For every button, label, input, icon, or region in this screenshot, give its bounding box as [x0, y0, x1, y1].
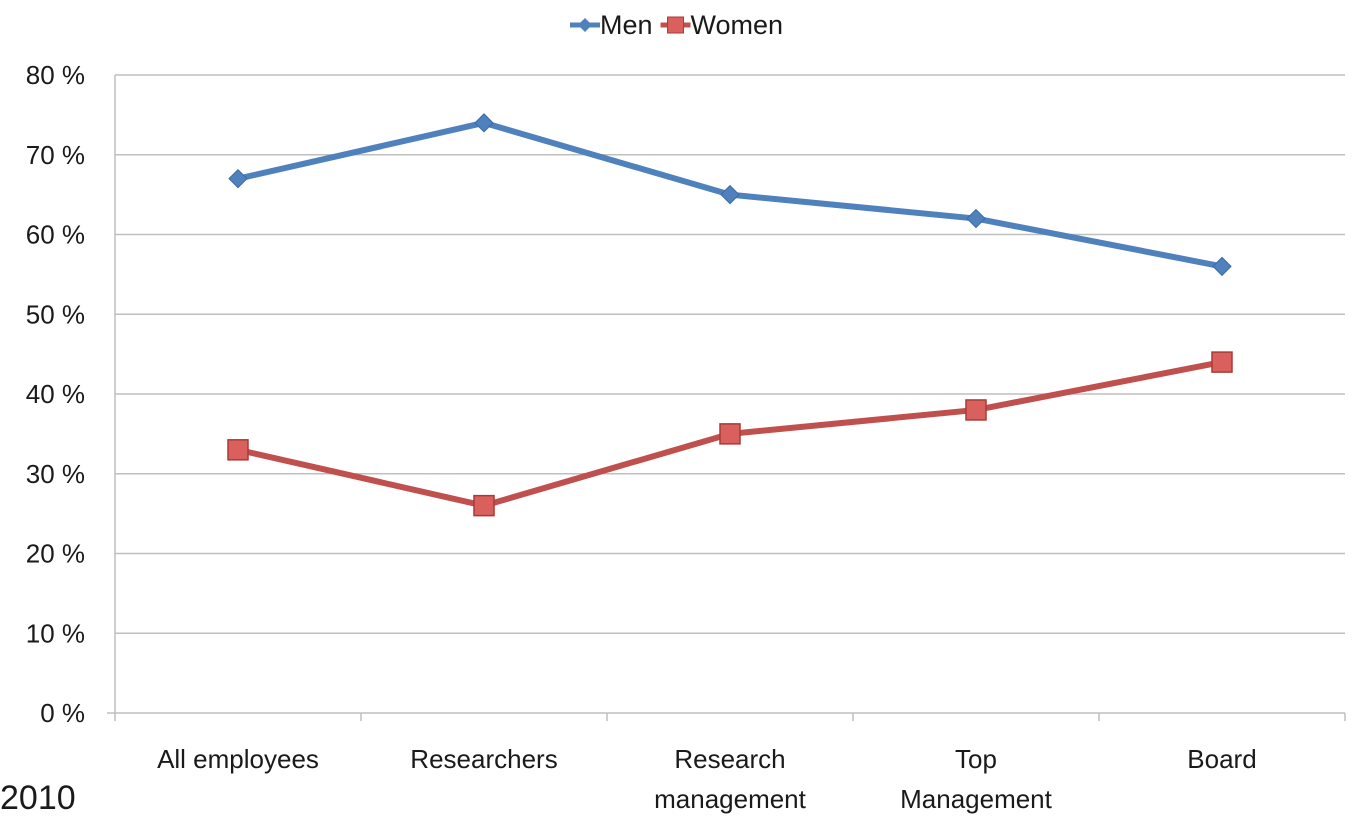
y-tick-label: 40 %	[26, 379, 85, 409]
data-point-marker	[965, 399, 987, 421]
legend: Men Women	[570, 10, 783, 40]
y-tick-labels: 0 % 10 % 20 % 30 % 40 % 50 % 60 % 70 % 80 %	[26, 60, 85, 728]
data-point-marker	[720, 184, 740, 205]
x-tick-label: Researchers	[410, 744, 557, 774]
x-tick-labels: All employees Researchers Research manageme…	[157, 744, 1257, 814]
axes	[107, 75, 1346, 721]
legend-marker-swatch	[667, 16, 685, 34]
legend-item-women: Women	[660, 10, 784, 40]
legend-label: Men	[600, 10, 653, 40]
y-tick-label: 60 %	[26, 220, 85, 250]
y-tick-label: 20 %	[26, 539, 85, 569]
data-point-marker	[473, 494, 495, 517]
x-tick-label: Research management	[654, 744, 807, 814]
corner-year-label: 2010	[0, 779, 76, 817]
data-point-marker	[719, 423, 741, 445]
y-tick-label: 80 %	[26, 60, 85, 90]
y-tick-label: 50 %	[26, 299, 85, 329]
y-tick-label: 70 %	[26, 140, 85, 170]
x-tick-label: Board	[1187, 744, 1256, 774]
data-point-marker	[1212, 256, 1232, 277]
x-tick-label: All employees	[157, 744, 319, 774]
gridlines	[115, 74, 1345, 634]
data-point-marker	[966, 208, 986, 229]
legend-marker-swatch	[578, 18, 592, 32]
legend-label: Women	[691, 10, 784, 40]
y-tick-label: 0 %	[40, 698, 85, 728]
legend-item-men: Men	[570, 10, 653, 40]
data-point-marker	[227, 439, 249, 461]
y-tick-label: 10 %	[26, 618, 85, 648]
series-men	[228, 113, 1232, 277]
x-tick-label: Top Management	[900, 744, 1053, 814]
series-women	[227, 351, 1233, 517]
data-point-marker	[1211, 351, 1233, 373]
series	[227, 113, 1233, 517]
data-point-marker	[474, 113, 494, 133]
data-point-marker	[228, 168, 248, 189]
y-tick-label: 30 %	[26, 459, 85, 489]
